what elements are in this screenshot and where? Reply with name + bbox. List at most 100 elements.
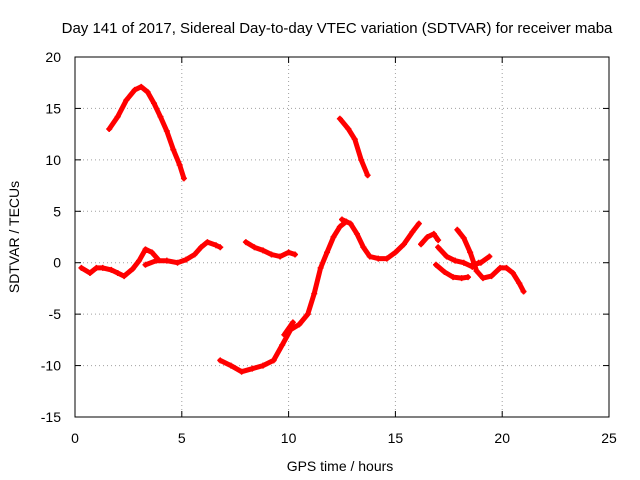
data-point	[151, 100, 158, 107]
data-point	[289, 319, 296, 326]
data-point	[114, 113, 121, 120]
data-point	[317, 264, 324, 271]
data-point	[443, 253, 450, 260]
data-point	[238, 368, 245, 375]
data-point	[174, 259, 181, 266]
data-point	[450, 274, 457, 281]
data-point	[503, 264, 510, 271]
data-point	[336, 223, 343, 230]
data-point	[415, 220, 422, 227]
data-point	[270, 357, 277, 364]
data-point	[144, 88, 151, 95]
series-arc3	[143, 239, 223, 268]
data-point	[136, 257, 143, 264]
data-point	[249, 365, 256, 372]
data-point	[345, 126, 352, 132]
data-point	[227, 362, 234, 369]
chart-title: Day 141 of 2017, Sidereal Day-to-day VTE…	[62, 20, 613, 37]
data-point	[170, 146, 177, 153]
data-point	[477, 259, 484, 266]
data-point	[163, 257, 170, 264]
series-arc8	[339, 217, 422, 262]
x-tick-label: 10	[281, 430, 297, 446]
data-point	[311, 290, 318, 297]
data-point	[142, 246, 149, 253]
data-point	[281, 331, 288, 338]
data-point	[277, 253, 284, 260]
data-point	[259, 247, 266, 254]
data-point	[279, 342, 286, 348]
data-point	[106, 126, 113, 132]
data-point	[375, 255, 382, 262]
y-axis-label: SDTVAR / TECUs	[6, 181, 22, 293]
data-point	[418, 241, 425, 248]
series-arc11	[433, 262, 471, 281]
data-point	[330, 234, 337, 240]
data-point	[304, 311, 311, 318]
data-point	[285, 249, 292, 256]
plot-frame	[74, 56, 610, 418]
x-tick-label: 15	[388, 430, 404, 446]
series-arc5	[217, 219, 349, 375]
data-point	[339, 216, 345, 223]
data-point	[488, 273, 495, 280]
data-point	[473, 267, 480, 274]
data-point	[479, 275, 486, 282]
data-point	[198, 244, 205, 251]
data-point	[358, 156, 365, 163]
data-point	[465, 274, 472, 281]
data-point	[392, 249, 399, 256]
series-arc1	[106, 84, 187, 181]
data-point	[435, 244, 442, 251]
data-point	[86, 270, 93, 276]
data-point	[93, 264, 100, 271]
data-point	[204, 239, 211, 246]
data-point	[509, 270, 516, 276]
data-point	[400, 241, 407, 248]
data-point	[409, 228, 416, 235]
data-point	[467, 249, 474, 256]
x-axis-label: GPS time / hours	[287, 458, 394, 474]
data-point	[268, 251, 275, 258]
data-point	[435, 237, 442, 244]
data-point	[366, 253, 373, 260]
data-point	[251, 244, 258, 251]
y-tick-label: -15	[41, 409, 61, 425]
data-point	[142, 261, 149, 268]
data-point	[259, 362, 266, 369]
data-point	[108, 266, 115, 273]
data-point	[114, 270, 121, 276]
data-point	[430, 230, 437, 237]
data-point	[183, 256, 190, 263]
data-point	[123, 97, 130, 104]
data-point	[460, 235, 467, 242]
data-point	[486, 253, 493, 260]
data-point	[469, 261, 476, 268]
data-point	[458, 275, 465, 282]
data-point	[129, 265, 136, 272]
data-point	[460, 259, 467, 266]
y-tick-label: -10	[41, 358, 61, 374]
data-point	[153, 257, 160, 264]
data-point	[217, 244, 224, 251]
data-point	[351, 136, 358, 143]
y-tick-label: 10	[45, 152, 61, 168]
data-point	[360, 244, 367, 251]
data-point	[180, 175, 187, 182]
x-tick-label: 0	[71, 430, 79, 446]
data-point	[292, 251, 299, 258]
tick-layer: 0 5 10 15 20 25 -15 -10 -5 0 5 10 15 20	[41, 49, 617, 446]
series-layer	[78, 83, 527, 375]
data-point	[432, 261, 439, 268]
data-point	[324, 249, 331, 256]
data-point	[336, 115, 343, 122]
data-point	[296, 321, 303, 328]
series-arc6	[281, 319, 296, 338]
data-point	[497, 264, 504, 271]
data-point	[242, 239, 249, 246]
y-tick-label: 0	[53, 255, 61, 271]
data-point	[121, 273, 128, 280]
data-point	[424, 234, 431, 240]
data-point	[383, 255, 390, 262]
